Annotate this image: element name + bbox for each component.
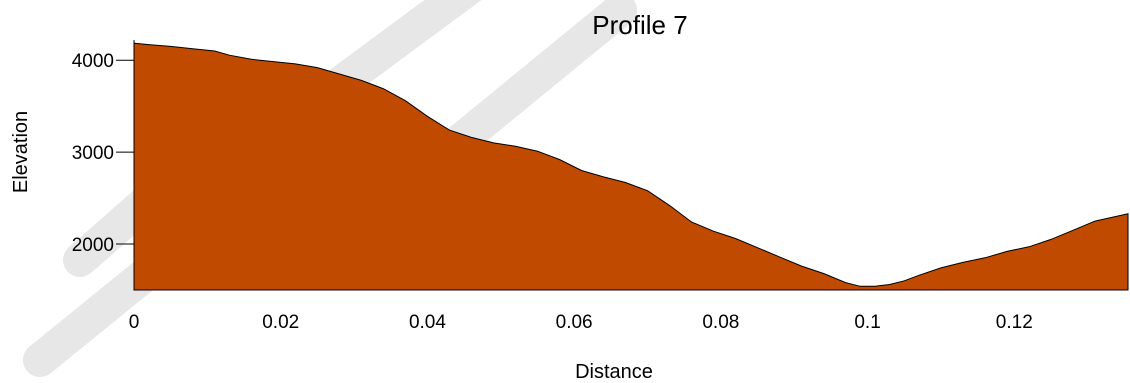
elevation-area-series (134, 43, 1128, 290)
y-tick-label: 3000 (72, 143, 114, 164)
y-tick-label: 2000 (72, 235, 114, 256)
x-axis-label: Distance (575, 361, 653, 383)
x-tick-label: 0.06 (556, 312, 593, 333)
y-tick-label: 4000 (72, 51, 114, 72)
plot-area (134, 43, 1128, 290)
x-tick-label: 0.08 (702, 312, 739, 333)
x-tick-label: 0.12 (996, 312, 1033, 333)
x-tick-label: 0.02 (262, 312, 299, 333)
x-tick-label: 0.04 (409, 312, 446, 333)
y-axis-label: Elevation (10, 111, 32, 193)
x-tick-label: 0 (129, 312, 140, 333)
x-tick-label: 0.1 (854, 312, 880, 333)
chart-title: Profile 7 (592, 10, 687, 40)
